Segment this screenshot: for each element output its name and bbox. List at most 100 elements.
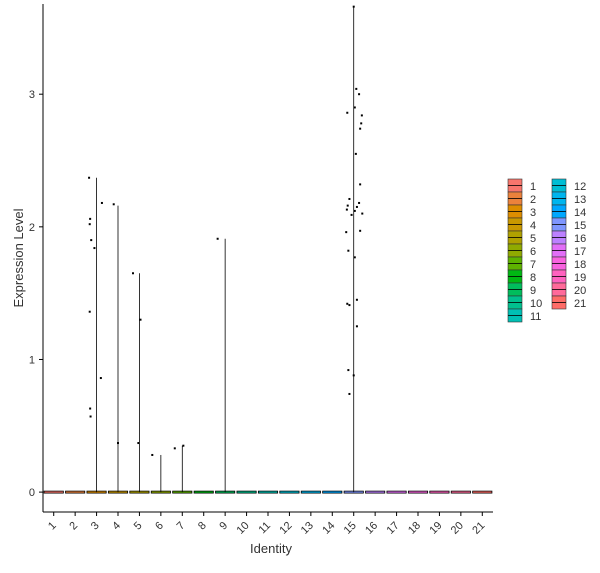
data-point xyxy=(347,369,350,372)
legend-item-13: 13 xyxy=(551,191,586,206)
data-point xyxy=(350,213,353,216)
violin-13 xyxy=(300,490,321,494)
data-point xyxy=(358,93,361,96)
legend-label: 17 xyxy=(574,246,586,258)
x-tick-label: 5 xyxy=(132,520,145,533)
legend-item-11: 11 xyxy=(507,308,541,323)
legend-label: 21 xyxy=(574,298,586,310)
violin-body xyxy=(365,490,386,494)
legend-item-19: 19 xyxy=(551,269,586,284)
violin-8 xyxy=(193,490,214,494)
legend-label: 7 xyxy=(530,259,536,271)
violin-body xyxy=(279,490,300,494)
plot-area xyxy=(43,5,493,494)
violin-6 xyxy=(150,453,171,494)
data-point xyxy=(173,447,176,450)
violin-9 xyxy=(215,237,236,494)
data-point xyxy=(355,298,358,301)
violin-7 xyxy=(172,444,193,494)
data-point xyxy=(90,239,93,242)
data-point xyxy=(89,217,92,220)
legend-label: 6 xyxy=(530,246,536,258)
legend-item-5: 5 xyxy=(507,230,536,245)
legend-item-2: 2 xyxy=(507,191,536,206)
data-point xyxy=(360,114,363,117)
data-point xyxy=(348,392,351,395)
legend-item-14: 14 xyxy=(551,204,586,219)
data-point xyxy=(359,127,362,130)
data-point xyxy=(93,247,96,250)
violin-body xyxy=(386,490,407,494)
x-tick-label: 6 xyxy=(153,520,166,533)
x-tick-label: 12 xyxy=(277,520,294,537)
violin-20 xyxy=(450,490,471,494)
violin-4 xyxy=(107,203,129,494)
data-point xyxy=(89,415,92,418)
x-tick-label: 4 xyxy=(110,520,123,533)
violin-body xyxy=(236,490,257,494)
x-tick-label: 8 xyxy=(196,520,209,533)
data-point xyxy=(353,106,356,109)
violin-18 xyxy=(407,490,429,494)
legend-label: 15 xyxy=(574,220,586,232)
data-point xyxy=(347,249,350,252)
x-tick-label: 15 xyxy=(342,520,359,537)
x-axis-label: Identity xyxy=(250,541,292,556)
data-point xyxy=(360,122,363,125)
data-point xyxy=(348,304,351,307)
legend-label: 16 xyxy=(574,233,586,245)
data-point xyxy=(139,318,142,321)
legend-label: 3 xyxy=(530,207,536,219)
violin-19 xyxy=(429,490,450,494)
x-tick-label: 11 xyxy=(257,520,274,537)
violin-2 xyxy=(65,490,86,494)
data-point xyxy=(88,176,91,179)
legend-label: 19 xyxy=(574,272,586,284)
x-tick-label: 20 xyxy=(449,520,466,537)
violin-5 xyxy=(129,272,150,494)
x-tick-label: 19 xyxy=(427,520,444,537)
legend-label: 4 xyxy=(530,220,536,232)
data-point xyxy=(216,237,219,240)
violin-14 xyxy=(322,490,343,494)
violin-17 xyxy=(386,490,407,494)
legend-item-6: 6 xyxy=(507,243,536,258)
data-point xyxy=(359,183,362,186)
data-point xyxy=(345,208,348,211)
data-point xyxy=(346,204,349,207)
x-tick-label: 17 xyxy=(385,520,402,537)
violin-11 xyxy=(257,490,279,494)
legend-item-8: 8 xyxy=(507,269,536,284)
x-tick-label: 16 xyxy=(363,520,380,537)
x-tick-label: 18 xyxy=(406,520,423,537)
data-point xyxy=(137,442,140,445)
legend-item-20: 20 xyxy=(551,282,586,297)
data-point xyxy=(182,444,185,447)
data-point xyxy=(358,201,361,204)
legend-item-4: 4 xyxy=(507,217,536,232)
data-point xyxy=(100,201,103,204)
legend-item-18: 18 xyxy=(551,256,586,271)
x-tick-label: 2 xyxy=(67,520,80,533)
violin-body xyxy=(322,490,343,494)
data-point xyxy=(355,205,358,208)
data-point xyxy=(132,272,134,275)
data-point xyxy=(361,212,364,215)
violin-body xyxy=(193,490,214,494)
violin-12 xyxy=(279,490,300,494)
data-point xyxy=(348,197,351,200)
legend-item-9: 9 xyxy=(507,282,536,297)
legend-item-7: 7 xyxy=(507,256,536,271)
violin-10 xyxy=(236,490,257,494)
violin-body xyxy=(472,490,493,494)
data-point xyxy=(151,453,154,456)
y-tick-label: 1 xyxy=(29,354,35,366)
violin-1 xyxy=(43,490,64,494)
legend-label: 12 xyxy=(574,181,586,193)
data-point xyxy=(112,203,115,206)
violin-body xyxy=(300,490,321,494)
legend-label: 20 xyxy=(574,285,586,297)
